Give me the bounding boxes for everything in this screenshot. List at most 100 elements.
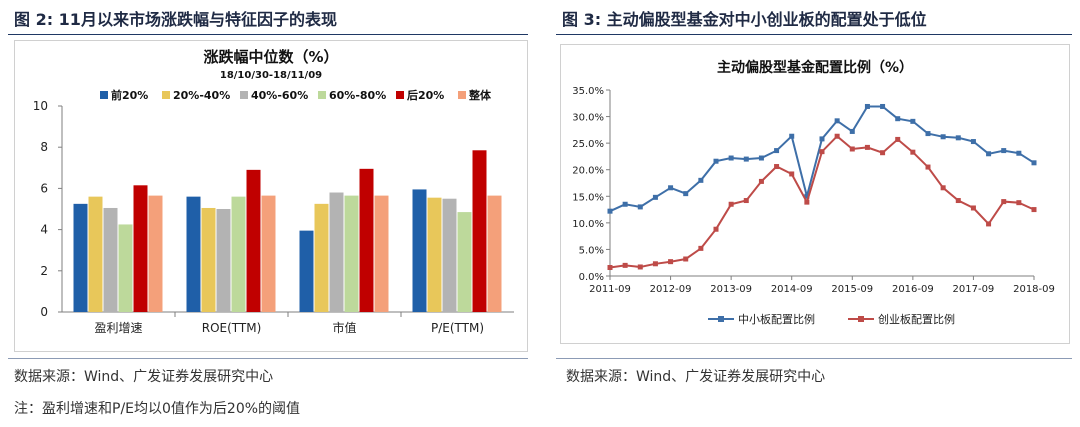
y-tick-label: 10 [33,99,48,113]
line-chart: 主动偏股型基金配置比例（%） 0.0% 5.0% 10.0% 15.0% 20.0% 25.… [560,44,1070,344]
data-point [683,191,689,197]
data-point [804,193,810,199]
legend-label: 20%-40% [173,89,230,102]
data-point [925,131,931,137]
line-chart-panel: 主动偏股型基金配置比例（%） 0.0% 5.0% 10.0% 15.0% 20.0% 25.… [560,44,1070,344]
figure-2-source: 数据来源：Wind、广发证券发展研究中心 [14,369,274,385]
chart-frame [560,44,1070,344]
data-point [683,256,689,262]
data-point [789,171,795,177]
data-point [834,118,840,124]
data-point [713,158,719,164]
data-point [668,185,674,191]
title-divider [8,34,528,35]
x-tick-label: ROE(TTM) [202,321,262,335]
y-tick-label: 25.0% [572,139,604,150]
data-point [864,144,870,150]
data-point [713,226,719,232]
legend-swatch [396,91,404,99]
y-tick-label: 2 [40,264,48,278]
legend-swatch [100,91,108,99]
data-point [652,261,658,267]
source-divider [8,358,528,359]
x-tick-label: 2011-09 [589,284,631,295]
y-tick-label: 15.0% [572,192,604,203]
bar [73,203,88,312]
bar [427,197,442,312]
legend-label: 中小板配置比例 [738,312,815,326]
figure-3-title: 图 3: 主动偏股型基金对中小创业板的配置处于低位 [562,10,927,29]
data-point [834,133,840,139]
legend-marker [858,316,864,322]
bar [118,224,133,312]
data-point [895,136,901,142]
data-point [622,201,628,207]
legend-swatch [318,91,326,99]
bar [148,195,163,312]
data-point [668,259,674,265]
bar [442,198,457,312]
bar [216,209,231,312]
data-point [758,178,764,184]
x-tick-label: 2016-09 [892,284,934,295]
x-tick-label: 2017-09 [953,284,995,295]
figure-3-source: 数据来源：Wind、广发证券发展研究中心 [566,369,826,385]
bar [246,169,261,312]
bar [88,196,103,312]
bar [457,212,472,312]
x-tick-label: 2013-09 [710,284,752,295]
data-point [819,149,825,155]
bar [472,150,487,312]
x-tick-label: 市值 [332,320,356,335]
data-point [789,133,795,139]
data-point [743,156,749,162]
title-divider [556,34,1072,35]
data-point [607,208,613,214]
bar [344,195,359,312]
data-point [849,128,855,134]
data-point [970,205,976,211]
legend-label: 前20% [111,88,148,102]
chart-title: 主动偏股型基金配置比例（%） [717,59,913,76]
y-tick-label: 8 [40,140,48,154]
x-tick-label: 盈利增速 [94,321,142,335]
chart-subtitle: 18/10/30-18/11/09 [220,70,322,81]
data-point [880,103,886,109]
y-tick-label: 10.0% [572,219,604,230]
bar-chart: 涨跌幅中位数（%） 18/10/30-18/11/09 前20% 20%-40% 40%… [14,40,528,352]
legend-swatch [240,91,248,99]
x-tick-label: 2018-09 [1013,284,1055,295]
data-point [804,199,810,205]
x-tick-label: P/E(TTM) [431,321,484,335]
data-point [1001,199,1007,205]
bar [374,195,389,312]
data-point [622,262,628,268]
y-tick-label: 20.0% [572,166,604,177]
bar [329,192,344,312]
data-point [637,204,643,210]
figure-2-title: 图 2: 11月以来市场涨跌幅与特征因子的表现 [14,10,337,29]
data-point [698,177,704,183]
data-point [607,264,613,270]
data-point [849,146,855,152]
y-tick-label: 35.0% [572,86,604,97]
data-point [774,148,780,154]
data-point [652,194,658,200]
x-tick-label: 2012-09 [650,284,692,295]
y-tick-label: 6 [40,181,48,195]
x-tick-label: 2014-09 [771,284,813,295]
legend-marker [718,316,724,322]
data-point [986,151,992,157]
chart-title: 涨跌幅中位数（%） [203,48,338,66]
data-point [864,103,870,109]
data-point [743,198,749,204]
data-point [637,264,643,270]
legend-label: 60%-80% [329,89,386,102]
data-point [1016,200,1022,206]
y-tick-label: 30.0% [572,113,604,124]
legend-swatch [162,91,170,99]
data-point [895,116,901,122]
data-point [1016,150,1022,156]
bar [359,168,374,312]
legend-label: 后20% [407,88,444,102]
